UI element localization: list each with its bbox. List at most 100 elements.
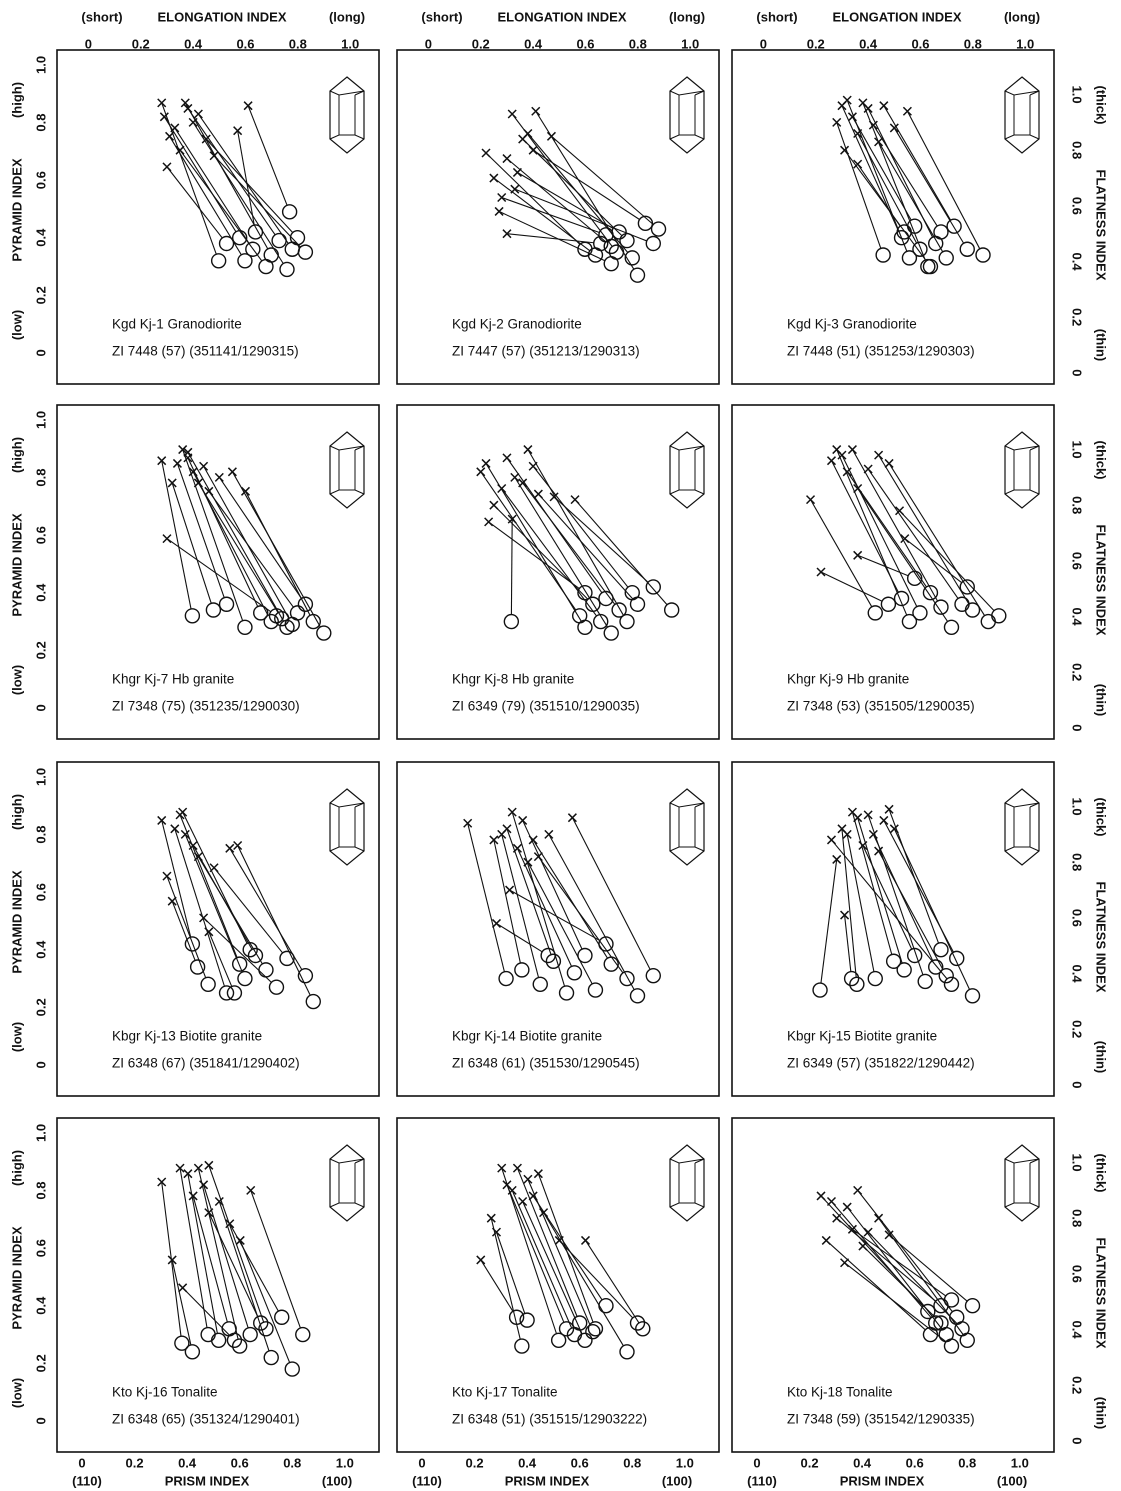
right-axis-note: (thin)	[1094, 684, 1109, 716]
tie-line	[851, 449, 939, 602]
circle-marker	[263, 1349, 279, 1366]
cross-marker	[233, 840, 243, 851]
left-tick-label: 0.4	[33, 1296, 48, 1315]
cross-marker	[204, 927, 214, 937]
panel: Kgd Kj-2 Granodiorite ZI 7447 (57) (35121…	[396, 49, 720, 385]
right-axis-title: FLATNESS INDEX	[1094, 170, 1109, 281]
tie-line	[888, 809, 940, 944]
cross-marker	[199, 461, 209, 471]
tie-line	[537, 493, 634, 600]
circle-marker	[603, 255, 619, 272]
tie-line	[820, 859, 838, 984]
tie-line	[511, 811, 566, 987]
tie-line	[237, 845, 311, 996]
tie-line	[179, 814, 238, 958]
circle-marker	[943, 1292, 960, 1308]
bottom-tick-label: 0.8	[283, 1455, 301, 1470]
cross-marker	[162, 534, 172, 544]
tie-line	[878, 850, 944, 970]
tie-line	[878, 454, 970, 605]
circle-marker	[540, 947, 556, 964]
circle-marker	[975, 247, 991, 263]
circle-marker	[237, 619, 253, 635]
left-tick-label: 0	[33, 1061, 48, 1068]
cross-marker	[518, 815, 528, 825]
circle-marker	[210, 253, 227, 269]
bottom-tick-label: 0.4	[178, 1455, 197, 1470]
tie-line	[841, 828, 857, 978]
circle-marker	[867, 970, 883, 987]
top-tick-label: 1.0	[681, 36, 699, 51]
tie-line	[174, 828, 225, 987]
tie-line	[501, 196, 600, 234]
top-axis-note: (long)	[1004, 9, 1040, 24]
circle-marker	[906, 570, 923, 587]
cross-marker	[481, 148, 491, 158]
circle-marker	[619, 1344, 635, 1360]
left-tick-label: 0.6	[33, 883, 48, 901]
tie-line	[174, 127, 250, 244]
cross-marker	[240, 486, 251, 496]
cross-marker	[863, 103, 873, 113]
cross-marker	[840, 1258, 850, 1268]
cross-marker	[199, 913, 209, 923]
cross-marker	[476, 467, 486, 477]
top-tick-label: 0.6	[236, 36, 254, 51]
top-axis-note: (short)	[81, 9, 122, 24]
circle-marker	[226, 985, 243, 1001]
tie-line	[208, 1212, 259, 1317]
tie-line	[480, 471, 577, 611]
panel: Kgd Kj-3 Granodiorite ZI 7448 (51) (35125…	[731, 49, 1055, 385]
tie-line	[532, 149, 640, 220]
circle-marker	[184, 608, 201, 624]
circle-marker	[258, 962, 274, 978]
right-tick-label: 0.8	[1070, 1209, 1085, 1227]
circle-marker	[619, 613, 635, 630]
circle-marker	[964, 1298, 981, 1314]
cross-marker	[243, 101, 253, 111]
panel-label: Kbgr Kj-13 Biotite granite	[112, 1029, 262, 1044]
right-tick-label: 0	[1070, 1081, 1085, 1088]
cross-marker	[533, 852, 543, 862]
tie-line	[532, 465, 629, 588]
cross-marker	[491, 918, 502, 928]
circle-marker	[922, 258, 939, 275]
circle-marker	[550, 1332, 567, 1348]
panel-frame	[56, 1117, 380, 1453]
circle-marker	[305, 993, 321, 1010]
cross-marker	[193, 478, 203, 488]
crystal-icon	[329, 802, 365, 852]
circle-marker	[263, 247, 279, 263]
bottom-tick-label: 1.0	[1011, 1455, 1029, 1470]
circle-marker	[263, 613, 279, 630]
circle-marker	[279, 950, 295, 967]
tie-line	[247, 105, 288, 206]
cross-marker	[868, 120, 878, 130]
tie-line	[872, 124, 938, 227]
panel-sample: ZI 7447 (57) (351213/1290313)	[452, 344, 640, 359]
left-tick-label: 0.8	[33, 1182, 48, 1200]
cross-marker	[858, 1241, 868, 1251]
right-tick-label: 0	[1070, 1437, 1085, 1444]
circle-marker	[245, 241, 261, 257]
tie-line	[203, 1184, 249, 1329]
cross-marker	[183, 1169, 193, 1179]
left-tick-label: 0.4	[33, 940, 48, 959]
tie-line	[522, 1201, 583, 1335]
circle-marker	[906, 947, 923, 964]
bottom-axis-title: PRISM INDEX	[165, 1473, 250, 1488]
cross-marker	[497, 192, 507, 203]
left-tick-label: 0.2	[33, 998, 48, 1016]
cross-marker	[512, 843, 522, 853]
cross-marker	[523, 128, 533, 139]
panel-frame	[56, 404, 380, 740]
circle-marker	[585, 1323, 601, 1340]
tie-line	[496, 922, 543, 953]
tie-line	[571, 817, 651, 970]
circle-marker	[637, 215, 654, 232]
right-axis-note: (thin)	[1094, 1041, 1109, 1073]
cross-marker	[162, 871, 172, 881]
tie-line	[179, 149, 263, 262]
cross-marker	[235, 1235, 245, 1246]
bottom-tick-label: 0	[418, 1455, 425, 1470]
